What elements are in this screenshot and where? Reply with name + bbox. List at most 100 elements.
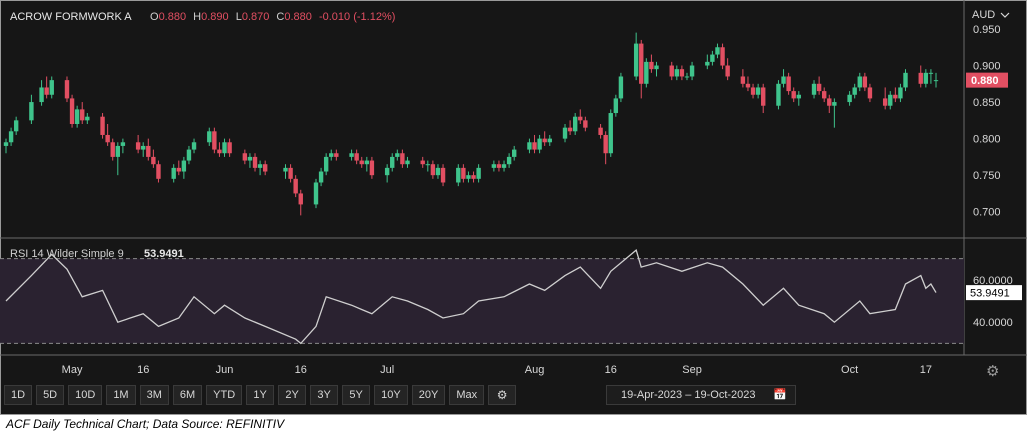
candle [603,131,608,165]
range-button-6m[interactable]: 6M [172,385,203,405]
candle [928,69,934,84]
candle [598,124,603,139]
candle [262,160,268,176]
date-range-text: 19-Apr-2023 – 19-Oct-2023 [621,389,756,401]
candle [725,58,730,81]
candle [827,94,832,114]
candle [893,87,898,103]
candle [903,69,908,92]
candle [811,80,817,99]
time-tick-label: Jul [380,364,394,376]
candle [181,156,187,179]
rsi-label: RSI 14 Wilder Simple 9 [10,248,124,260]
candle [649,54,654,73]
candle [390,153,395,172]
candle [781,69,786,88]
candle [69,94,75,128]
candle [39,80,44,106]
candle [323,153,329,176]
candle [74,105,80,128]
candle [639,39,644,99]
range-settings-icon[interactable]: ⚙ [488,385,517,405]
range-button-3m[interactable]: 3M [139,385,169,405]
candle [669,61,674,81]
candle [120,138,126,154]
last-price-tag: 0.880 [966,72,1008,88]
candle [405,156,410,168]
candle [816,76,822,95]
candle [506,153,512,168]
candle [171,164,176,183]
candle [212,127,217,154]
candle [679,65,685,81]
candle [705,54,710,70]
candle [8,127,14,146]
candle [395,149,400,161]
candle [242,149,248,165]
date-range-selector[interactable]: 19-Apr-2023 – 19-Oct-2023 📅 [606,385,796,405]
candle [532,134,537,154]
candle [49,76,54,99]
candle [898,83,903,103]
candle [562,124,568,143]
time-tick-label: 16 [137,364,149,376]
range-button-1m[interactable]: 1M [106,385,136,405]
range-button-5d[interactable]: 5D [36,385,65,405]
candle [247,153,253,168]
candle [186,145,192,165]
time-tick-label: 16 [295,364,307,376]
time-tick-label: Oct [841,364,858,376]
candle [400,149,405,168]
candle [298,189,303,216]
candle [476,164,481,183]
candle [613,94,619,117]
range-button-ytd[interactable]: YTD [206,385,243,405]
candle [176,160,181,176]
candle [227,138,232,157]
time-tick-label: Jun [216,364,234,376]
settings-icon[interactable]: ⚙ [986,363,1000,380]
high-label: H [193,11,201,23]
candle [466,171,471,183]
candle [715,43,720,59]
range-button-5y[interactable]: 5Y [342,385,371,405]
calendar-icon: 📅 [773,389,787,401]
candle [100,113,105,139]
security-name: ACROW FORMWORK A [10,11,132,23]
candle [64,76,70,103]
rsi-value: 53.9491 [144,248,184,260]
range-button-1y[interactable]: 1Y [246,385,275,405]
candle [923,69,929,88]
candle [420,156,425,168]
candle [608,109,613,157]
candle [633,32,639,81]
range-button-20y[interactable]: 20Y [411,385,446,405]
price-tick-label: 0.900 [973,61,1001,73]
range-button-2y[interactable]: 2Y [278,385,307,405]
candle [882,87,888,110]
candle [3,138,9,154]
candle [191,138,197,154]
candle [578,109,583,124]
candle [776,80,781,110]
candle [791,87,796,103]
candle [44,76,49,99]
candle [288,164,293,183]
candle [110,138,115,161]
candle [618,72,624,103]
candle [821,87,827,103]
candle [755,83,761,99]
range-button-3y[interactable]: 3Y [310,385,339,405]
price-tick-label: 0.950 [973,24,1001,36]
time-tick-label: Sep [682,364,702,376]
candle [105,124,110,146]
rsi-value-tag: 53.9491 [966,285,1022,301]
range-button-10d[interactable]: 10D [68,385,103,405]
range-button-1d[interactable]: 1D [4,385,33,405]
currency-dropdown-icon[interactable] [1000,12,1010,18]
range-button-max[interactable]: Max [449,385,485,405]
candle [440,164,446,187]
price-tick-label: 0.850 [973,97,1001,109]
range-button-10y[interactable]: 10Y [374,385,408,405]
candle [547,134,552,146]
